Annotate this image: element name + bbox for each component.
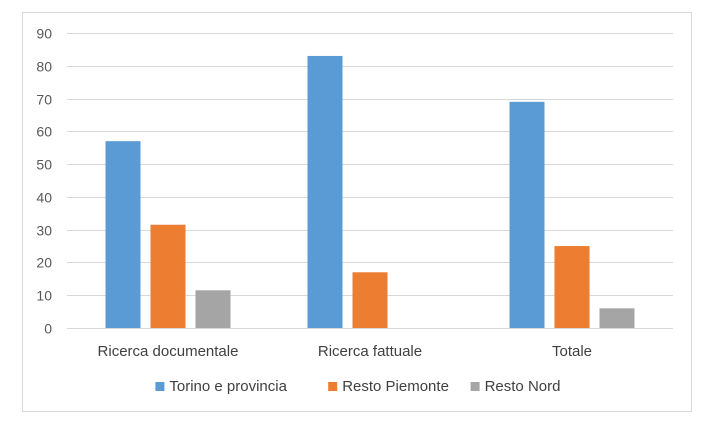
y-axis-ticks: 0 10 20 30 40 50 60 70 80 90 (36, 26, 52, 337)
x-axis-labels: Ricerca documentale Ricerca fattuale Total… (98, 343, 592, 360)
legend-label: Resto Piemonte (342, 378, 449, 395)
bar-resto-piemonte-3 (554, 246, 590, 328)
bar-resto-nord-1 (195, 290, 231, 328)
legend-label: Resto Nord (485, 378, 561, 395)
y-tick-label: 90 (36, 26, 52, 42)
y-tick-label: 60 (36, 124, 52, 140)
y-tick-label: 70 (36, 92, 52, 108)
bars (105, 55, 635, 328)
bar-resto-nord-3 (599, 308, 635, 328)
bar-resto-piemonte-2 (352, 272, 388, 328)
bar-torino-e-provincia-3 (509, 101, 545, 328)
legend-swatch (155, 382, 165, 391)
bar-torino-e-provincia-2 (307, 55, 343, 328)
legend-swatch (470, 382, 480, 391)
legend-swatch (328, 382, 338, 391)
y-tick-label: 50 (36, 157, 52, 173)
y-tick-label: 30 (36, 223, 52, 239)
x-category-label: Totale (552, 343, 592, 360)
x-category-label: Ricerca fattuale (318, 343, 422, 360)
y-tick-label: 40 (36, 190, 52, 206)
y-tick-label: 0 (44, 321, 52, 337)
y-tick-label: 10 (36, 288, 52, 304)
legend: Torino e provincia Resto Piemonte Resto No… (155, 378, 560, 395)
y-tick-label: 20 (36, 255, 52, 271)
chart-frame: 0 10 20 30 40 50 60 70 80 90 Ricerca documentale R… (22, 12, 692, 412)
bar-torino-e-provincia-1 (105, 141, 141, 328)
y-tick-label: 80 (36, 59, 52, 75)
x-category-label: Ricerca documentale (98, 343, 239, 360)
legend-label: Torino e provincia (169, 378, 287, 395)
bar-resto-piemonte-1 (150, 224, 186, 328)
